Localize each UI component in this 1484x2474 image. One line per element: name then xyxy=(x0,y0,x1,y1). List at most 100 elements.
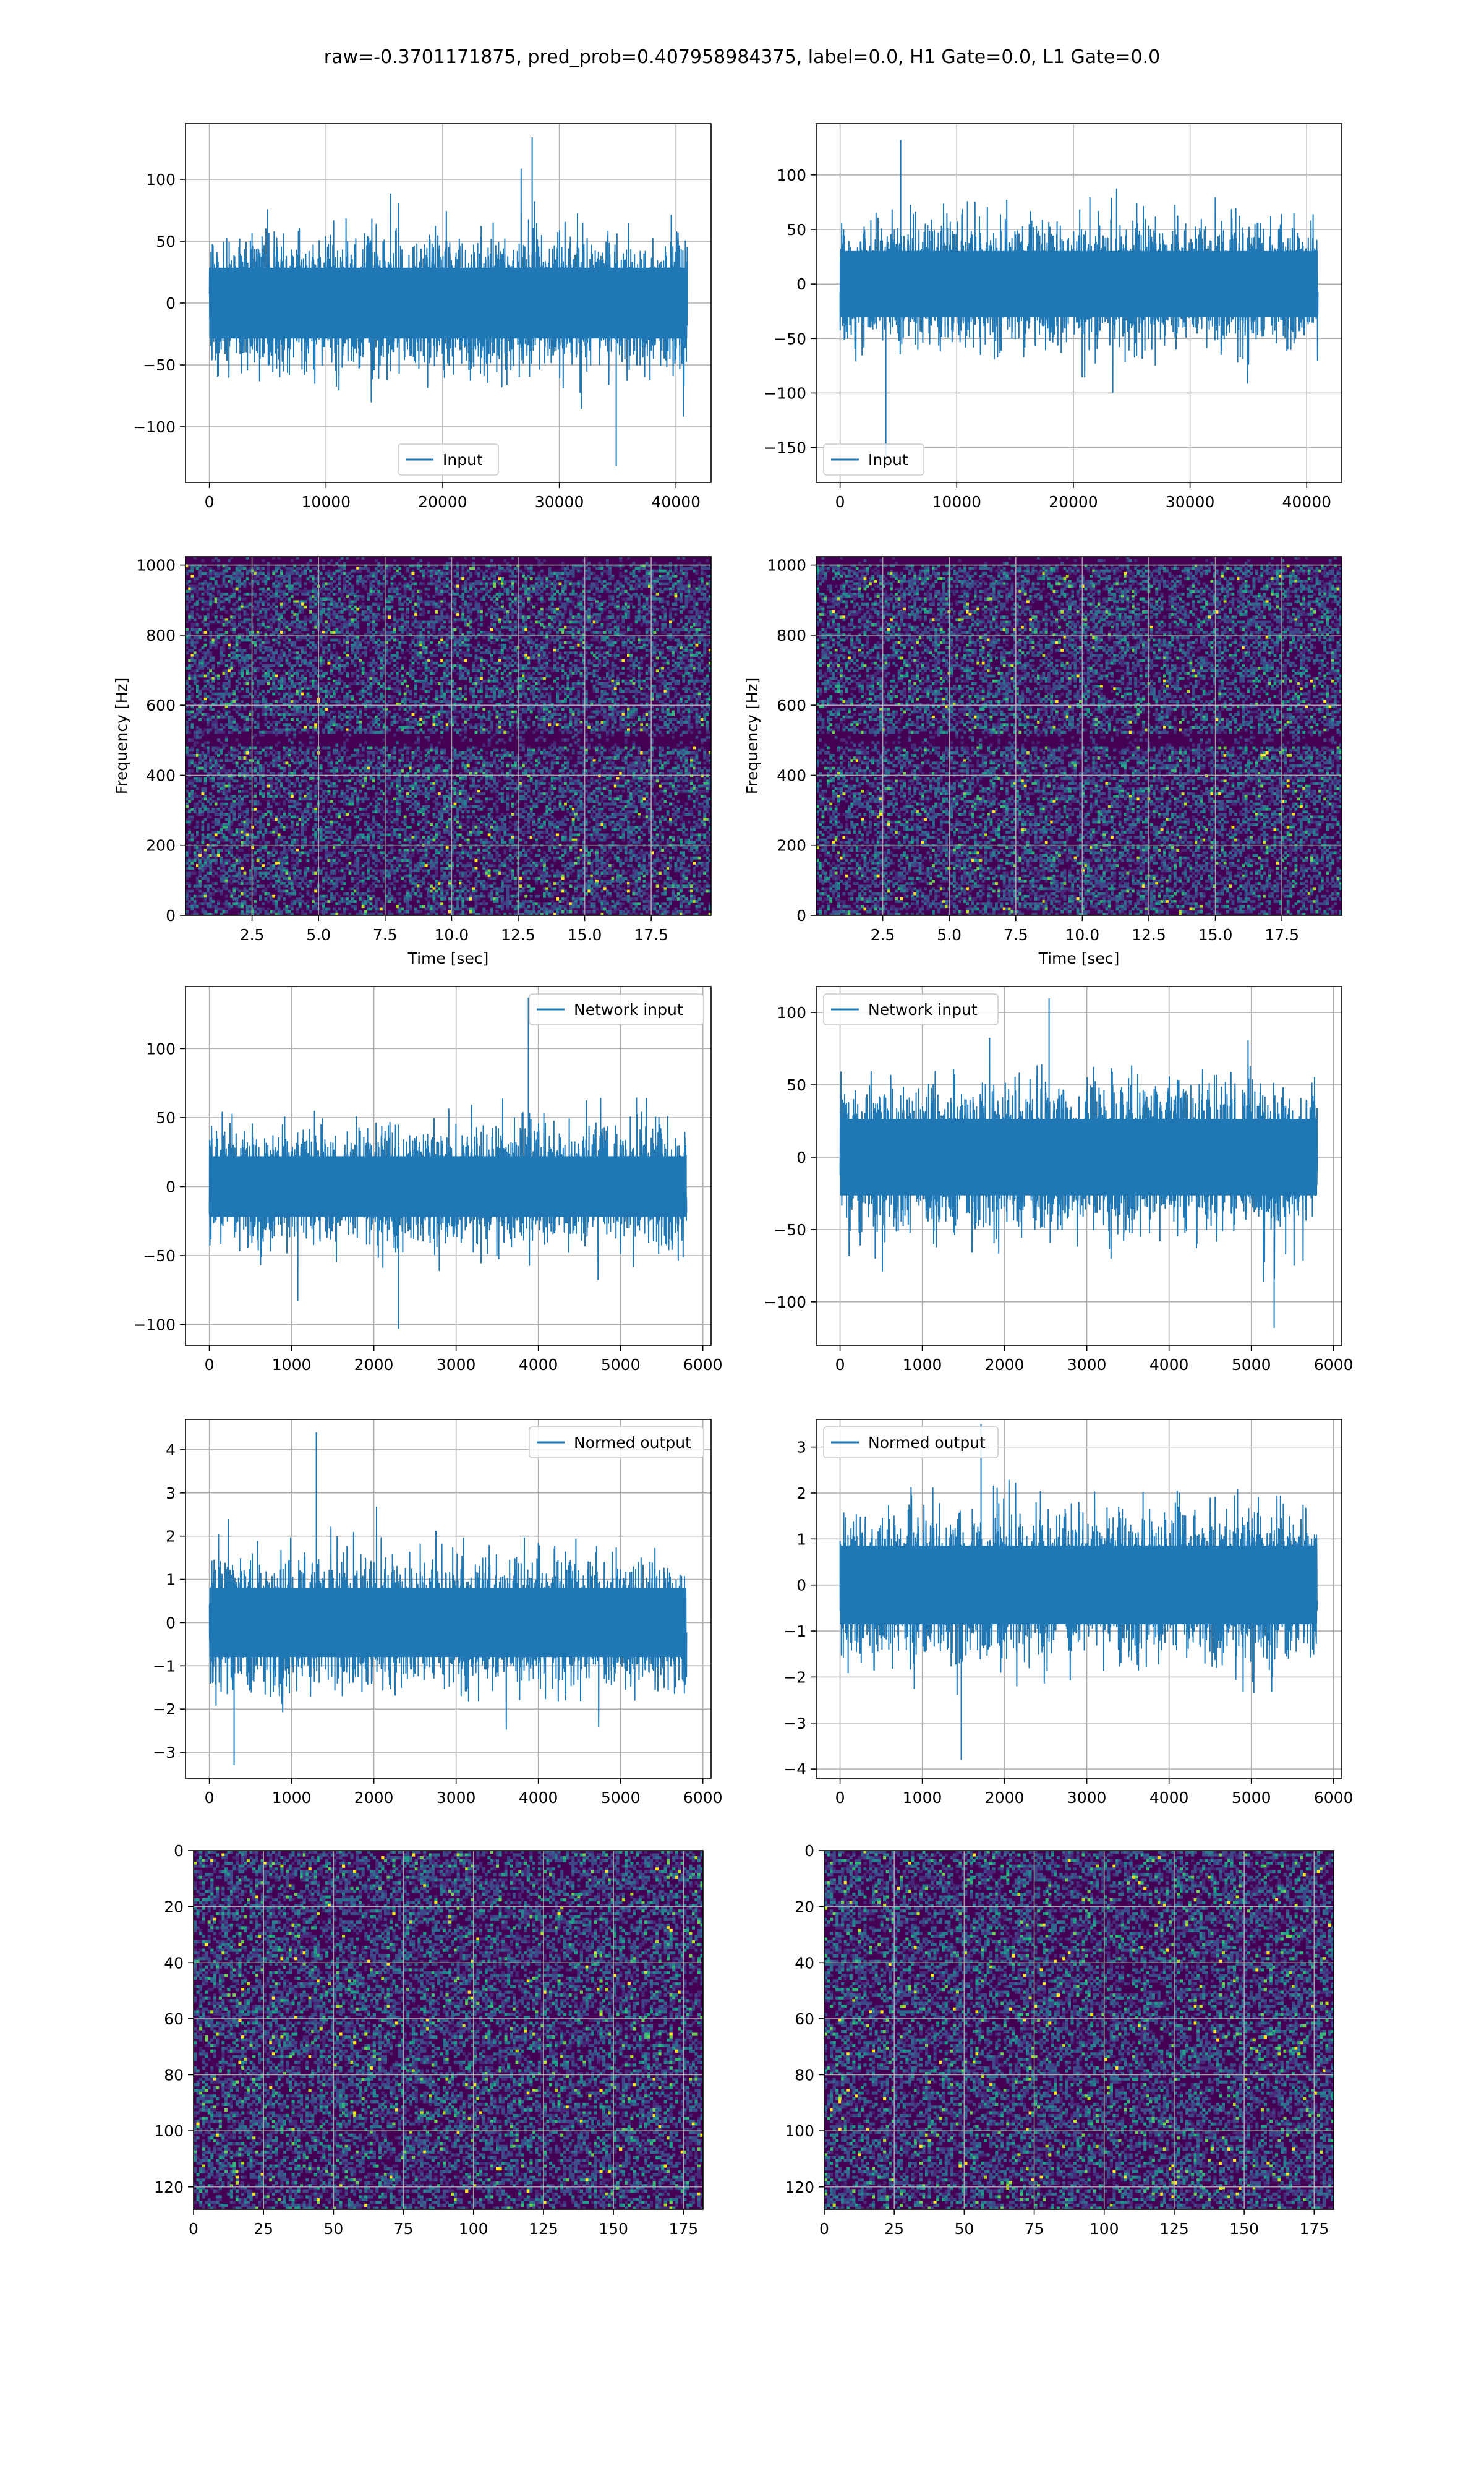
heatmap-cell xyxy=(272,602,276,606)
heatmap-cell xyxy=(466,646,470,649)
heatmap-cell xyxy=(238,605,241,609)
heatmap-cell xyxy=(201,674,205,678)
heatmap-cell xyxy=(270,646,273,649)
heatmap-cell xyxy=(288,674,291,678)
heatmap-cell xyxy=(642,605,646,609)
heatmap-cell xyxy=(430,577,433,580)
heatmap-cell xyxy=(566,602,570,606)
heatmap-cell xyxy=(511,582,514,586)
heatmap-cell xyxy=(680,672,683,675)
heatmap-cell xyxy=(280,589,283,593)
heatmap-cell xyxy=(653,623,657,627)
heatmap-cell xyxy=(396,564,399,568)
heatmap-cell xyxy=(288,600,291,604)
heatmap-cell xyxy=(256,618,260,622)
heatmap-cell xyxy=(193,682,197,685)
heatmap-cell xyxy=(693,584,696,588)
heatmap-cell xyxy=(377,562,381,565)
heatmap-cell xyxy=(693,569,696,573)
heatmap-cell xyxy=(661,589,665,593)
heatmap-cell xyxy=(653,562,657,565)
heatmap-cell xyxy=(503,559,507,562)
heatmap-cell xyxy=(548,593,552,596)
heatmap-cell xyxy=(314,587,318,591)
heatmap-cell xyxy=(640,623,644,627)
heatmap-cell xyxy=(435,589,438,593)
heatmap-cell xyxy=(638,679,641,683)
heatmap-cell xyxy=(364,584,367,588)
heatmap-cell xyxy=(603,600,607,604)
heatmap-cell xyxy=(196,636,199,640)
heatmap-cell xyxy=(267,575,270,578)
heatmap-cell xyxy=(224,669,228,673)
heatmap-cell xyxy=(264,641,268,644)
heatmap-cell xyxy=(288,669,291,673)
heatmap-cell xyxy=(577,569,581,573)
heatmap-cell xyxy=(351,610,354,614)
heatmap-cell xyxy=(235,600,239,604)
heatmap-cell xyxy=(587,607,591,611)
heatmap-cell xyxy=(579,580,583,583)
heatmap-cell xyxy=(616,623,620,627)
heatmap-cell xyxy=(382,664,386,667)
heatmap-cell xyxy=(540,595,544,598)
heatmap-cell xyxy=(595,577,599,580)
heatmap-cell xyxy=(600,654,604,657)
heatmap-cell xyxy=(424,659,428,662)
heatmap-cell xyxy=(440,625,444,629)
heatmap-cell xyxy=(267,679,270,683)
heatmap-cell xyxy=(335,687,339,691)
heatmap-cell xyxy=(693,589,696,593)
heatmap-cell xyxy=(459,672,462,675)
heatmap-cell xyxy=(304,625,307,629)
heatmap-cell xyxy=(574,669,578,673)
heatmap-cell xyxy=(270,649,273,652)
heatmap-cell xyxy=(632,605,636,609)
heatmap-cell xyxy=(642,615,646,619)
heatmap-cell xyxy=(440,682,444,685)
heatmap-cell xyxy=(354,664,357,667)
heatmap-cell xyxy=(393,567,396,570)
heatmap-cell xyxy=(201,584,205,588)
heatmap-cell xyxy=(508,628,512,631)
heatmap-cell xyxy=(598,667,602,670)
heatmap-cell xyxy=(493,618,497,622)
heatmap-cell xyxy=(648,569,651,573)
heatmap-cell xyxy=(422,628,425,631)
heatmap-cell xyxy=(272,651,276,655)
heatmap-cell xyxy=(501,567,504,570)
heatmap-cell xyxy=(224,636,228,640)
heatmap-cell xyxy=(453,628,457,631)
heatmap-cell xyxy=(346,636,349,640)
heatmap-cell xyxy=(508,687,512,691)
heatmap-cell xyxy=(540,582,544,586)
heatmap-cell xyxy=(275,564,278,568)
heatmap-cell xyxy=(682,679,686,683)
heatmap-cell xyxy=(561,567,565,570)
heatmap-cell xyxy=(243,661,247,665)
heatmap-cell xyxy=(482,643,486,647)
heatmap-cell xyxy=(642,582,646,586)
heatmap-cell xyxy=(369,580,373,583)
heatmap-cell xyxy=(325,595,328,598)
heatmap-cell xyxy=(232,595,236,598)
heatmap-cell xyxy=(661,605,665,609)
heatmap-cell xyxy=(377,679,381,683)
heatmap-cell xyxy=(417,631,420,634)
heatmap-cell xyxy=(193,672,197,675)
heatmap-cell xyxy=(427,620,430,624)
heatmap-cell xyxy=(193,564,197,568)
heatmap-cell xyxy=(220,600,223,604)
heatmap-cell xyxy=(550,597,554,601)
heatmap-cell xyxy=(448,557,451,560)
heatmap-cell xyxy=(477,656,480,660)
heatmap-cell xyxy=(703,646,707,649)
heatmap-cell xyxy=(188,569,192,573)
heatmap-cell xyxy=(571,567,575,570)
heatmap-cell xyxy=(422,636,425,640)
heatmap-cell xyxy=(493,685,497,688)
heatmap-cell xyxy=(638,569,641,573)
heatmap-cell xyxy=(403,600,407,604)
heatmap-cell xyxy=(650,605,654,609)
heatmap-cell xyxy=(587,646,591,649)
